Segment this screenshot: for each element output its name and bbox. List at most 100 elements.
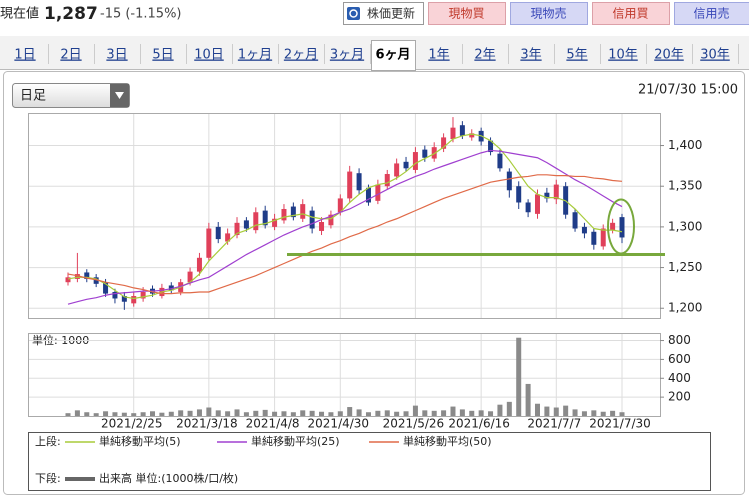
- tab[interactable]: 3年: [520, 48, 541, 63]
- tab[interactable]: 2ヶ月: [284, 48, 318, 63]
- volume-unit: 単位: 1000: [32, 333, 89, 347]
- volume-bar: [441, 410, 447, 416]
- y-tick-label: 200: [668, 390, 691, 404]
- legend-label: 単純移動平均(50): [403, 434, 492, 448]
- button-label: 信用売: [693, 6, 729, 21]
- candle-body: [328, 214, 334, 226]
- button[interactable]: [343, 2, 424, 25]
- highlight-ellipse: [607, 198, 635, 255]
- volume-bar: [365, 412, 371, 416]
- refresh-icon: [347, 7, 360, 20]
- tab-selected[interactable]: [371, 40, 416, 71]
- tab[interactable]: 2日: [60, 48, 81, 63]
- volume-bar: [150, 411, 156, 416]
- candle-body: [319, 222, 325, 231]
- volume-bar: [121, 412, 127, 416]
- candle-body: [337, 198, 343, 213]
- volume-bar: [309, 410, 315, 416]
- tab[interactable]: 5日: [152, 48, 173, 63]
- button[interactable]: [428, 2, 506, 25]
- volume-bar: [159, 412, 165, 416]
- volume-bar: [600, 411, 606, 416]
- y-tick-label: 600: [668, 352, 691, 366]
- period-dropdown[interactable]: [12, 83, 130, 108]
- candle-body: [534, 194, 540, 214]
- button[interactable]: [674, 2, 749, 25]
- candle-body: [196, 257, 202, 272]
- candle-body: [121, 296, 127, 302]
- candle-body: [497, 153, 503, 169]
- candle-body: [431, 147, 437, 159]
- candle-body: [290, 206, 296, 218]
- candle-body: [206, 228, 212, 258]
- moving-average-line: [67, 133, 623, 300]
- volume-bar: [337, 411, 343, 416]
- volume-bar: [140, 412, 146, 416]
- button[interactable]: [510, 2, 588, 25]
- candle-body: [459, 125, 465, 136]
- price-panel: [28, 113, 661, 319]
- tab[interactable]: 1年: [428, 48, 449, 63]
- x-tick-label: 2021/7/7: [527, 417, 581, 431]
- candle-body: [525, 202, 531, 213]
- price-label: 現在値: [0, 6, 39, 22]
- volume-bar: [103, 411, 109, 416]
- volume-bar: [290, 412, 296, 416]
- volume-bar: [553, 407, 559, 416]
- volume-bar: [319, 411, 325, 416]
- volume-bar: [581, 411, 587, 416]
- price-change: -15 (-1.15%): [100, 7, 182, 22]
- x-tick-label: 2021/5/26: [383, 417, 445, 431]
- candle-body: [572, 212, 578, 229]
- candle-body: [272, 218, 278, 227]
- button-label: 株価更新: [367, 6, 415, 21]
- candle-body: [215, 226, 221, 240]
- candle-body: [253, 212, 259, 231]
- y-tick-label: 400: [668, 371, 691, 385]
- volume-bar: [394, 411, 400, 416]
- tab[interactable]: 10年: [608, 48, 638, 63]
- chart-frame: [3, 71, 745, 495]
- candle-body: [347, 171, 353, 199]
- tab[interactable]: 3ヶ月: [330, 48, 364, 63]
- refresh-icon-mark: [349, 9, 358, 18]
- volume-bar: [206, 407, 212, 416]
- button[interactable]: [592, 2, 670, 25]
- candle-body: [262, 210, 268, 226]
- x-tick-label: 2021/2/25: [101, 417, 163, 431]
- volume-bar: [478, 410, 484, 416]
- volume-bar: [619, 412, 625, 416]
- candle-body: [300, 204, 306, 219]
- tab[interactable]: 10日: [194, 48, 224, 63]
- tab[interactable]: 20年: [654, 48, 684, 63]
- volume-bar: [272, 411, 278, 416]
- tab[interactable]: 30年: [700, 48, 730, 63]
- tab[interactable]: 1日: [14, 48, 35, 63]
- volume-bar: [74, 410, 80, 416]
- dropdown-arrow: [115, 92, 124, 99]
- candle-body: [544, 192, 550, 199]
- candle-body: [619, 217, 625, 238]
- candle-body: [412, 152, 418, 170]
- volume-bar: [450, 406, 456, 416]
- volume-bar: [112, 412, 118, 416]
- volume-bar: [131, 413, 137, 416]
- candle-body: [600, 228, 606, 247]
- candle-body: [309, 210, 315, 229]
- tab[interactable]: 2年: [474, 48, 495, 63]
- candle-body: [225, 233, 231, 242]
- volume-bar: [412, 405, 418, 416]
- tab[interactable]: 1ヶ月: [238, 48, 272, 63]
- tab[interactable]: 6ヶ月: [375, 48, 410, 63]
- volume-bar: [328, 412, 334, 416]
- candle-body: [168, 285, 174, 291]
- legend-lower-label: 下段:: [35, 471, 61, 485]
- tab[interactable]: 3日: [106, 48, 127, 63]
- button-label: 現物売: [530, 6, 566, 21]
- tab[interactable]: 5年: [566, 48, 587, 63]
- price: 1,287: [44, 4, 98, 24]
- candle-body: [281, 208, 287, 221]
- legend-label: 単純移動平均(5): [99, 434, 181, 448]
